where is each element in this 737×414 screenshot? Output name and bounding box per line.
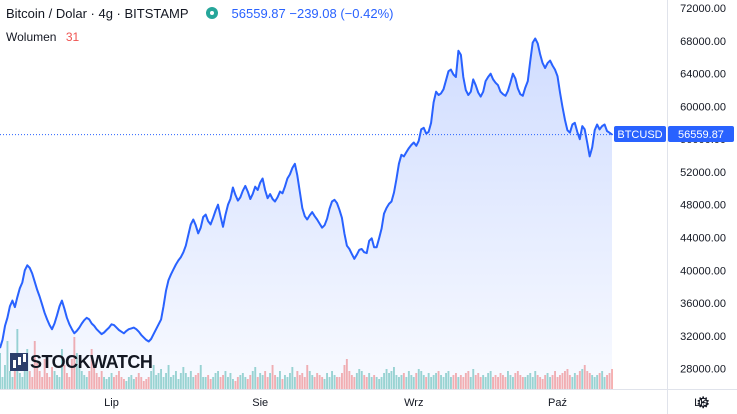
- price-line: [0, 37, 613, 349]
- y-tick-label: 40000.00: [680, 265, 726, 277]
- x-tick-label: Lip: [104, 397, 119, 409]
- y-tick-label: 28000.00: [680, 364, 726, 376]
- price-tag: BTCUSD 56559.87: [614, 126, 734, 142]
- y-tick-label: 32000.00: [680, 331, 726, 343]
- volume-label: Wolumen: [6, 30, 57, 44]
- x-tick-label: Paź: [548, 397, 567, 409]
- x-axis[interactable]: LipSieWrzPaźLlsGru: [104, 397, 737, 409]
- symbol-title[interactable]: Bitcoin / Dolar · 4g · BITSTAMP: [6, 6, 189, 21]
- y-tick-label: 44000.00: [680, 233, 726, 245]
- x-tick-label: Wrz: [404, 397, 423, 409]
- quote-values: 56559.87 −239.08 (−0.42%): [231, 6, 394, 21]
- y-tick-label: 72000.00: [680, 3, 726, 15]
- y-tick-label: 68000.00: [680, 36, 726, 48]
- price-area: [0, 38, 612, 389]
- chart-header: Bitcoin / Dolar · 4g · BITSTAMP 56559.87…: [6, 6, 393, 21]
- y-tick-label: 36000.00: [680, 298, 726, 310]
- volume-value: 31: [65, 30, 80, 44]
- price-tag-value: 56559.87: [678, 129, 724, 141]
- volume-legend[interactable]: Wolumen 31: [6, 30, 79, 44]
- y-tick-label: 48000.00: [680, 200, 726, 212]
- volume-bar: [611, 369, 613, 389]
- settings-gear-icon[interactable]: ⚙: [696, 395, 711, 412]
- y-axis[interactable]: 28000.00 32000.00 36000.00 40000.00 44000.00…: [680, 3, 726, 375]
- y-tick-label: 64000.00: [680, 69, 726, 81]
- stockwatch-logo: STOCKWATCH: [10, 352, 153, 373]
- logo-bars-icon: [10, 353, 28, 371]
- x-tick-label: Sie: [252, 397, 268, 409]
- x-tick-label: Lls: [694, 397, 709, 409]
- logo-text: STOCKWATCH: [30, 352, 153, 372]
- price-tag-symbol: BTCUSD: [617, 129, 662, 141]
- market-status-icon: [205, 7, 218, 19]
- price-tag-symbol-bg: [614, 126, 666, 142]
- price-tag-value-bg: [668, 126, 734, 142]
- y-tick-label: 60000.00: [680, 102, 726, 114]
- y-tick-label: 52000.00: [680, 167, 726, 179]
